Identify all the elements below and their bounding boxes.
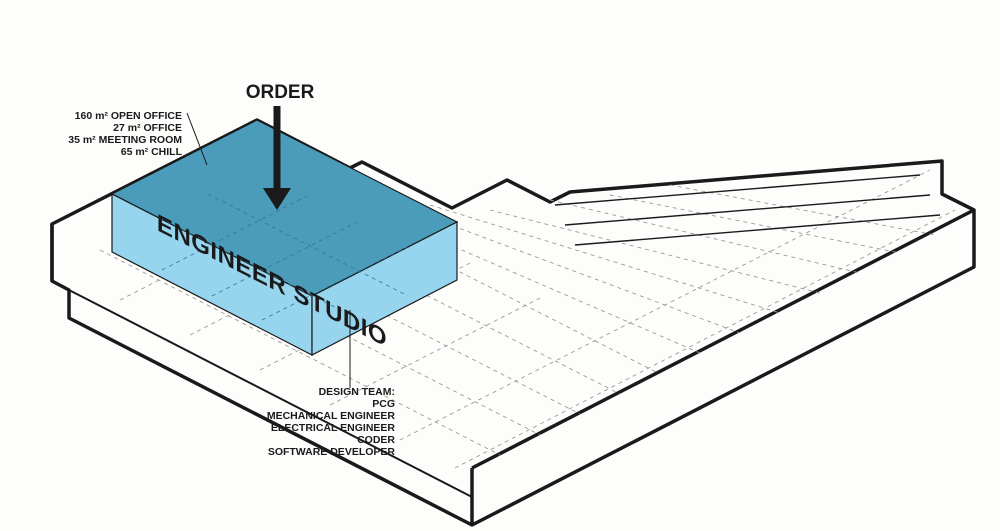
spec-line: 160 m² OPEN OFFICE — [75, 110, 182, 122]
team-line: ELECTRICAL ENGINEER — [271, 422, 395, 434]
team-line: PCG — [372, 398, 395, 410]
team-line: CODER — [357, 434, 395, 446]
team-line: SOFTWARE DEVELOPER — [268, 446, 396, 458]
axon-diagram: ORDER ENGINEER STUDIO 160 m² OPEN OFFICE… — [0, 0, 1000, 531]
spec-line: 65 m² CHILL — [121, 146, 183, 158]
team-line: MECHANICAL ENGINEER — [267, 410, 396, 422]
spec-line: 35 m² MEETING ROOM — [68, 134, 182, 146]
team-line: DESIGN TEAM: — [319, 386, 395, 398]
order-label: ORDER — [246, 82, 315, 103]
spec-line: 27 m² OFFICE — [113, 122, 182, 134]
